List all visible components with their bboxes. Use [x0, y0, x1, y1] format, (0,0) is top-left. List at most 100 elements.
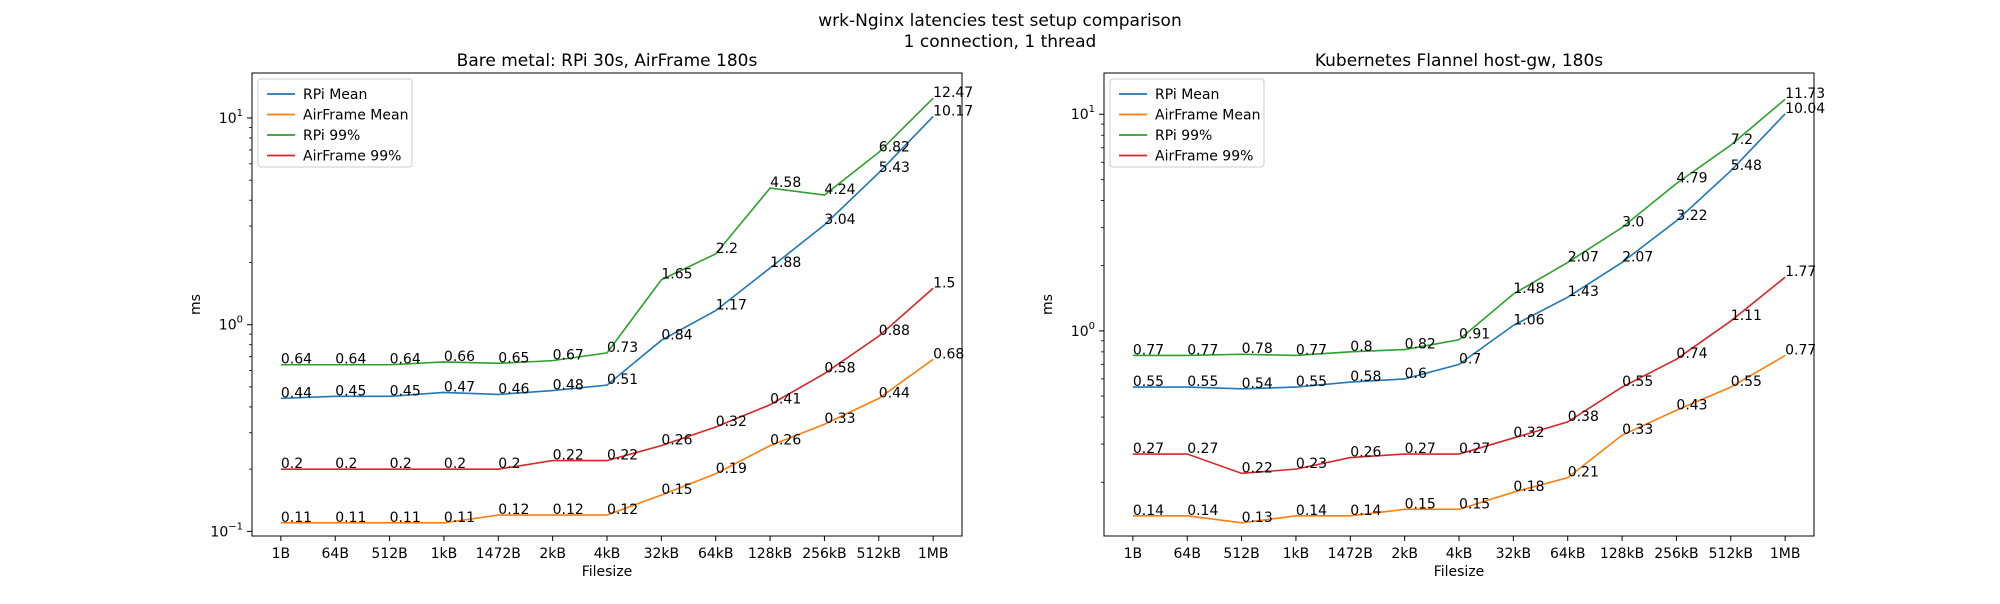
suptitle-line-1: wrk-Nginx latencies test setup compariso…	[818, 11, 1181, 31]
legend-entry-rpi-99: RPi 99%	[303, 128, 360, 144]
data-label-airframe-99: 0.55	[1622, 374, 1653, 390]
data-label-rpi-99: 2.07	[1568, 249, 1599, 265]
chart-panel-kubernetes: Kubernetes Flannel host-gw, 180s 1B 64B 512…	[1040, 51, 1825, 580]
legend-box	[257, 78, 413, 168]
data-label-airframe-99: 0.2	[335, 456, 357, 472]
data-label-rpi-99: 0.64	[281, 352, 312, 368]
data-label-airframe-mean: 0.13	[1242, 510, 1273, 526]
data-label-rpi-99: 2.2	[716, 241, 738, 257]
x-tick-label-32kb: 32kB	[644, 546, 680, 562]
series-line-airframe-mean	[1132, 354, 1786, 524]
data-label-airframe-99: 0.41	[770, 392, 801, 408]
x-tick-label-1472b: 1472B	[1328, 546, 1373, 562]
data-label-rpi-mean: 5.48	[1731, 158, 1762, 174]
data-label-rpi-99: 0.65	[498, 350, 529, 366]
data-label-airframe-mean: 0.44	[879, 385, 910, 401]
data-label-airframe-99: 0.2	[498, 456, 520, 472]
x-tick-label-1kb: 1kB	[1283, 546, 1310, 562]
y-tick-label: 101	[219, 108, 243, 127]
data-label-airframe-mean: 0.14	[1350, 503, 1381, 519]
data-label-airframe-mean: 0.12	[607, 502, 638, 518]
data-label-airframe-99: 1.11	[1731, 308, 1762, 324]
data-label-airframe-99: 0.58	[824, 361, 855, 377]
data-label-airframe-99: 0.22	[1242, 460, 1273, 476]
data-label-rpi-mean: 1.88	[770, 255, 801, 271]
chart-panel-bare-metal: Bare metal: RPi 30s, AirFrame 180s 1B 64B 5…	[188, 51, 973, 580]
data-label-rpi-mean: 1.43	[1568, 284, 1599, 300]
data-label-airframe-99: 0.32	[716, 414, 747, 430]
data-label-rpi-mean: 0.46	[498, 381, 529, 397]
data-label-airframe-99: 0.26	[661, 433, 692, 449]
x-tick-label-512kb: 512kB	[857, 546, 901, 562]
x-tick-label-64kb: 64kB	[1550, 546, 1586, 562]
data-label-airframe-99: 0.74	[1676, 346, 1707, 362]
data-label-rpi-mean: 1.06	[1513, 312, 1544, 328]
x-tick-label-4kb: 4kB	[594, 546, 621, 562]
data-label-rpi-99: 0.78	[1242, 341, 1273, 357]
data-label-rpi-mean: 0.45	[335, 383, 366, 399]
data-label-rpi-99: 12.47	[933, 85, 973, 101]
legend-entry-rpi-mean: RPi Mean	[1155, 87, 1219, 103]
data-label-airframe-mean: 0.33	[1622, 422, 1653, 438]
data-label-rpi-mean: 2.07	[1622, 249, 1653, 265]
series-line-airframe-mean	[280, 358, 934, 524]
x-tick-label-1b: 1B	[272, 546, 291, 562]
data-label-rpi-99: 0.91	[1459, 327, 1490, 343]
data-label-rpi-mean: 0.55	[1133, 374, 1164, 390]
x-axis-label: Filesize	[582, 564, 633, 580]
data-label-airframe-mean: 0.11	[390, 510, 421, 526]
x-tick-label-4kb: 4kB	[1446, 546, 1473, 562]
x-tick-label-64b: 64B	[1174, 546, 1201, 562]
series-line-rpi-99	[1132, 98, 1786, 357]
data-label-airframe-mean: 0.14	[1187, 503, 1218, 519]
data-label-rpi-99: 0.77	[1133, 342, 1164, 358]
data-label-rpi-mean: 0.48	[553, 378, 584, 394]
legend-box	[1109, 78, 1265, 168]
data-label-rpi-99: 7.2	[1731, 132, 1753, 148]
x-axis-label: Filesize	[1434, 564, 1485, 580]
series-line-rpi-99	[280, 97, 934, 366]
suptitle-line-2: 1 connection, 1 thread	[904, 32, 1097, 52]
data-label-airframe-mean: 0.55	[1731, 374, 1762, 390]
data-label-rpi-99: 4.58	[770, 175, 801, 191]
x-tick-label-64kb: 64kB	[698, 546, 734, 562]
series-line-airframe-99	[1132, 276, 1786, 475]
data-label-rpi-99: 0.64	[390, 352, 421, 368]
data-label-rpi-99: 1.48	[1513, 281, 1544, 297]
data-label-airframe-99: 0.2	[390, 456, 412, 472]
data-label-airframe-mean: 0.77	[1785, 342, 1816, 358]
data-label-rpi-mean: 10.17	[933, 103, 973, 119]
data-label-airframe-mean: 0.15	[1459, 496, 1490, 512]
legend: RPi Mean AirFrame Mean RPi 99% AirFrame 99%	[1109, 78, 1265, 168]
data-label-rpi-99: 4.79	[1676, 170, 1707, 186]
y-tick-label: 100	[219, 315, 243, 334]
data-label-airframe-99: 0.88	[879, 323, 910, 339]
x-tick-label-64b: 64B	[322, 546, 349, 562]
data-label-airframe-99: 0.22	[607, 448, 638, 464]
data-label-airframe-mean: 0.14	[1296, 503, 1327, 519]
x-tick-label-1kb: 1kB	[431, 546, 458, 562]
data-label-airframe-mean: 0.14	[1133, 503, 1164, 519]
data-label-airframe-99: 0.27	[1405, 441, 1436, 457]
data-label-rpi-99: 0.77	[1187, 342, 1218, 358]
data-label-airframe-99: 0.27	[1187, 441, 1218, 457]
data-label-rpi-99: 0.8	[1350, 339, 1372, 355]
data-label-airframe-mean: 0.11	[335, 510, 366, 526]
legend-entry-airframe-99: AirFrame 99%	[303, 149, 401, 165]
y-tick-label: 100	[1071, 321, 1095, 340]
data-label-rpi-99: 0.77	[1296, 342, 1327, 358]
data-label-rpi-99: 1.65	[661, 267, 692, 283]
data-label-airframe-99: 0.2	[444, 456, 466, 472]
x-tick-label-2kb: 2kB	[539, 546, 566, 562]
data-label-airframe-99: 0.32	[1513, 425, 1544, 441]
data-label-rpi-mean: 0.45	[390, 383, 421, 399]
data-label-rpi-mean: 10.04	[1785, 101, 1825, 117]
x-tick-label-128kb: 128kB	[1600, 546, 1644, 562]
legend-entry-rpi-99: RPi 99%	[1155, 128, 1212, 144]
data-label-airframe-mean: 0.68	[933, 346, 964, 362]
data-label-airframe-mean: 0.15	[661, 482, 692, 498]
series-line-rpi-mean	[1132, 113, 1786, 390]
legend-entry-rpi-mean: RPi Mean	[303, 87, 367, 103]
